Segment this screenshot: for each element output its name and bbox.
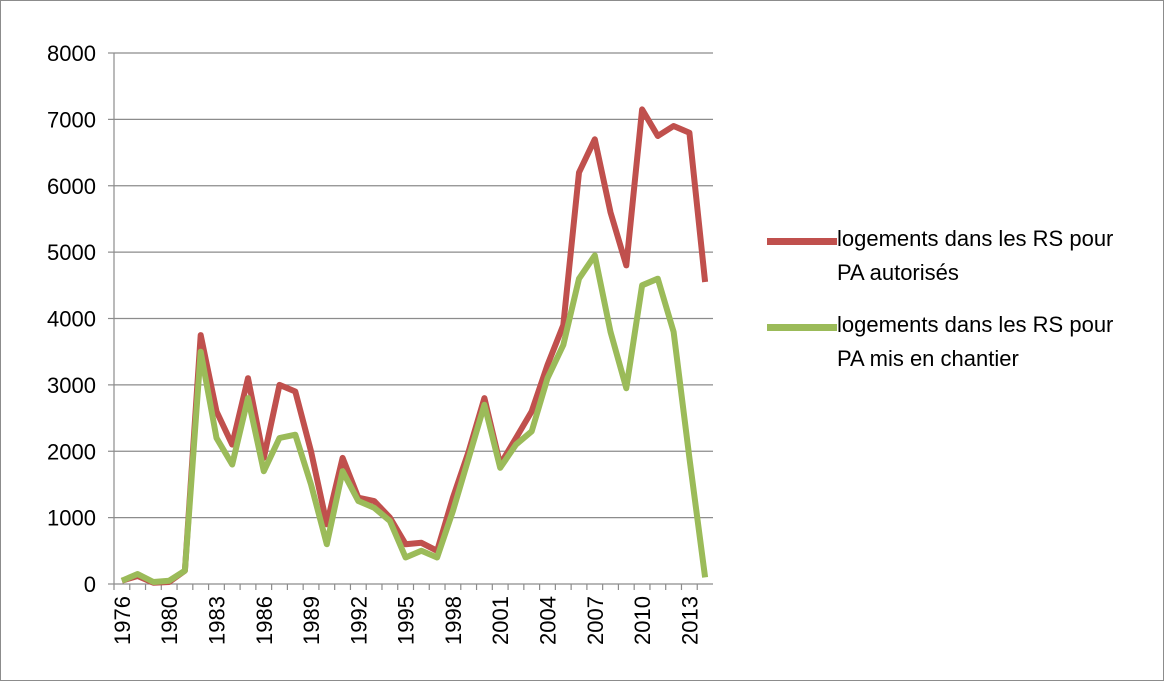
legend-item: logements dans les RS pour PA autorisés: [767, 226, 1157, 290]
legend-item: logements dans les RS pour PA mis en cha…: [767, 312, 1157, 376]
x-tick-label: 1980: [157, 596, 182, 645]
y-tick-label: 4000: [47, 307, 96, 332]
x-tick-label: 1976: [110, 596, 135, 645]
x-tick-label: 1995: [394, 596, 419, 645]
y-tick-label: 0: [84, 572, 96, 597]
x-tick-label: 1998: [441, 596, 466, 645]
x-tick-label: 1986: [252, 596, 277, 645]
y-tick-label: 2000: [47, 439, 96, 464]
legend: logements dans les RS pour PA autorisés l…: [767, 226, 1157, 398]
x-tick-label: 2013: [677, 596, 702, 645]
y-tick-label: 7000: [47, 107, 96, 132]
x-tick-label: 1983: [204, 596, 229, 645]
x-tick-label: 2001: [488, 596, 513, 645]
line-series: [121, 106, 709, 586]
line-series: [120, 252, 709, 585]
x-tick-label: 2007: [583, 596, 608, 645]
y-tick-label: 1000: [47, 506, 96, 531]
legend-swatch: [767, 238, 837, 245]
y-tick-label: 3000: [47, 373, 96, 398]
y-tick-label: 8000: [47, 41, 96, 66]
y-tick-label: 5000: [47, 240, 96, 265]
y-tick-label: 6000: [47, 174, 96, 199]
legend-swatch: [767, 324, 837, 331]
x-tick-label: 2004: [535, 596, 560, 645]
x-tick-label: 2010: [630, 596, 655, 645]
x-tick-label: 1989: [299, 596, 324, 645]
legend-label: logements dans les RS pour PA autorisés: [837, 226, 1114, 285]
legend-label: logements dans les RS pour PA mis en cha…: [837, 312, 1114, 371]
x-tick-label: 1992: [346, 596, 371, 645]
